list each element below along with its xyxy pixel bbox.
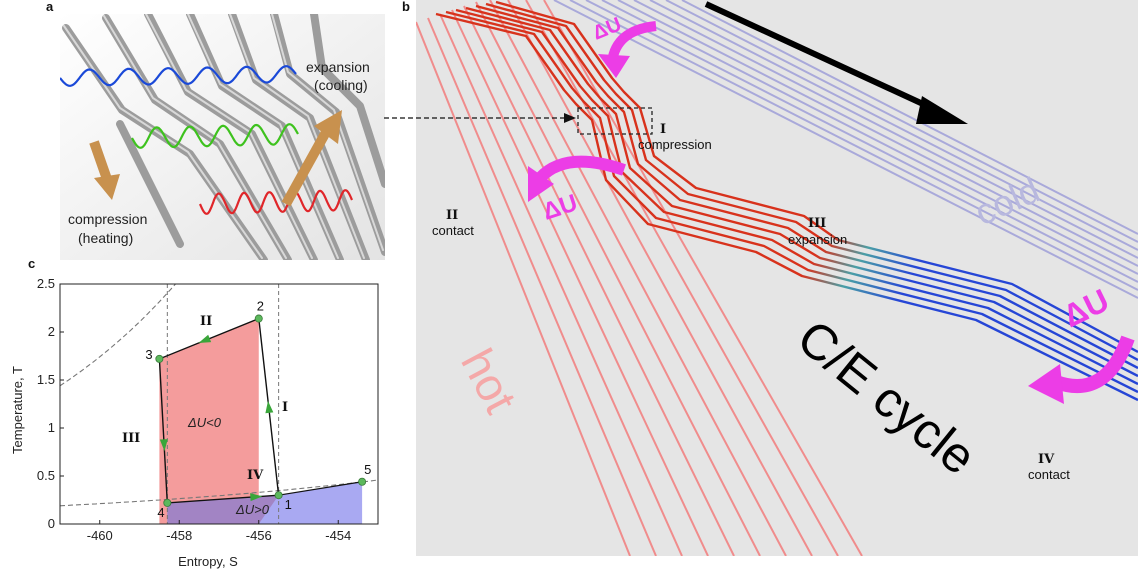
contact-line-1-5 (278, 481, 363, 496)
state-point-3 (155, 354, 164, 363)
panel-b-diagram: ΔU ΔU ΔU I compression II contact III ex… (416, 0, 1138, 556)
stage-II-label: contact (432, 223, 474, 238)
state-point-label-5: 5 (364, 462, 371, 477)
panel-c-letter: c (28, 256, 36, 271)
delta-u-arrow-top-icon (598, 21, 657, 78)
stage-III-numeral: III (808, 216, 826, 231)
state-point-label-3: 3 (145, 347, 152, 362)
cycle-direction-arrow-icon (704, 1, 968, 124)
expansion-arrow-icon (281, 110, 342, 207)
state-point-label-1: 1 (285, 497, 292, 512)
x-tick-label: -458 (166, 528, 192, 543)
state-point-2 (254, 314, 263, 323)
upper-region (159, 318, 259, 524)
panel-a-letter: a (46, 0, 54, 14)
plot-frame (59, 283, 379, 525)
x-tick-label: -460 (87, 528, 113, 543)
y-tick-label: 2.5 (37, 276, 55, 291)
stage-III-label: expansion (788, 232, 847, 247)
y-tick-label: 0.5 (37, 468, 55, 483)
compression-label: compression (68, 211, 147, 227)
heating-label: (heating) (78, 230, 133, 246)
cold-reservoir-lines (553, 0, 1138, 299)
delta-u-arrow-left-icon (528, 155, 626, 202)
hot-isotherm-curve (59, 283, 176, 387)
zoom-connector (384, 113, 576, 123)
cooling-label: (cooling) (314, 77, 368, 93)
stage-II-numeral: II (446, 208, 458, 223)
region-label-upper: ΔU<0 (187, 415, 222, 430)
y-tick-label: 1 (48, 420, 55, 435)
blue-wave (60, 65, 297, 87)
y-tick-label: 0 (48, 516, 55, 531)
stage-IV-numeral: IV (1038, 452, 1055, 467)
stage-label-III: III (122, 431, 140, 446)
state-point-label-2: 2 (257, 299, 264, 314)
working-medium-pipes (435, 0, 1138, 402)
y-axis-label: Temperature, T (10, 366, 25, 454)
delta-u-arrow-right-icon (1028, 335, 1135, 404)
red-wave (198, 189, 354, 215)
y-tick-label: 2 (48, 324, 55, 339)
panel-b-letter: b (402, 0, 410, 14)
arrow-stage-I (265, 400, 274, 414)
stage-label-I: I (282, 400, 288, 415)
compression-arrow-icon (89, 140, 120, 200)
stage-IV-label: contact (1028, 467, 1070, 482)
x-tick-label: -456 (246, 528, 272, 543)
x-axis-label: Entropy, S (178, 554, 238, 569)
arrow-stage-IV (250, 493, 263, 502)
cold-isotherm-curve (59, 479, 379, 507)
stage-I-label: compression (638, 137, 712, 152)
arrow-stage-II (198, 334, 212, 343)
stage-label-IV: IV (247, 468, 264, 483)
state-point-1 (274, 491, 283, 500)
green-wave (131, 123, 299, 149)
panel-a-diagram: expansion (cooling) compression (heating… (60, 14, 385, 260)
zoom-box (577, 107, 653, 135)
y-tick-label: 1.5 (37, 372, 55, 387)
state-point-4 (163, 498, 172, 507)
overlap-region (167, 495, 279, 524)
stage-label-II: II (200, 314, 212, 329)
x-tick-label: -454 (325, 528, 351, 543)
state-point-5 (358, 477, 367, 486)
arrow-stage-III (159, 439, 168, 452)
state-point-label-4: 4 (157, 505, 164, 520)
region-label-lower: ΔU>0 (235, 502, 270, 517)
expansion-label: expansion (306, 59, 370, 75)
stage-I-numeral: I (660, 122, 666, 137)
